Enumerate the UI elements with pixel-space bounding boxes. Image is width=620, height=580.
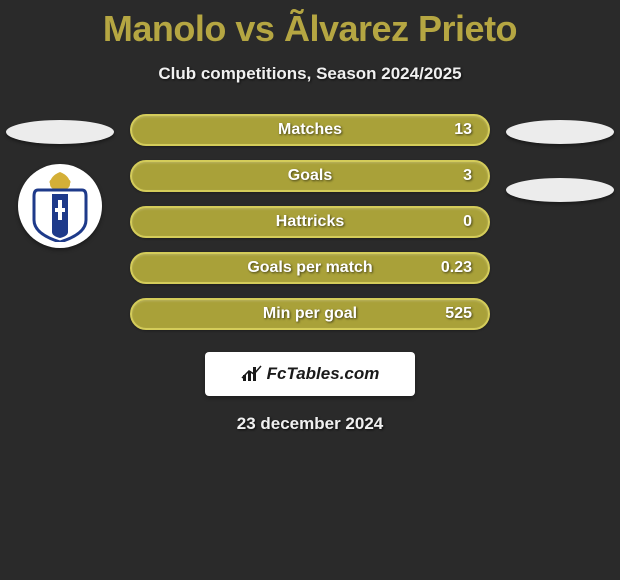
comparison-subtitle: Club competitions, Season 2024/2025	[0, 64, 620, 84]
left-player-placeholder	[6, 120, 114, 144]
comparison-title: Manolo vs Ãlvarez Prieto	[0, 0, 620, 50]
right-player-column	[500, 114, 620, 202]
right-player-placeholder-2	[506, 178, 614, 202]
left-team-crest	[18, 164, 102, 248]
stat-value: 0.23	[441, 259, 472, 277]
stat-row-matches: Matches 13	[130, 114, 490, 146]
left-player-column	[0, 114, 120, 248]
bar-chart-icon	[241, 365, 263, 383]
stat-label: Goals per match	[247, 259, 372, 277]
stat-value: 0	[463, 213, 472, 231]
stat-row-goals-per-match: Goals per match 0.23	[130, 252, 490, 284]
stat-label: Hattricks	[276, 213, 344, 231]
stat-value: 3	[463, 167, 472, 185]
right-player-placeholder-1	[506, 120, 614, 144]
stat-value: 525	[445, 305, 472, 323]
stat-label: Goals	[288, 167, 332, 185]
stat-row-min-per-goal: Min per goal 525	[130, 298, 490, 330]
source-logo-text: FcTables.com	[267, 364, 380, 384]
stat-row-goals: Goals 3	[130, 160, 490, 192]
stat-label: Matches	[278, 121, 342, 139]
source-logo[interactable]: FcTables.com	[205, 352, 415, 396]
snapshot-date: 23 december 2024	[0, 414, 620, 434]
stat-label: Min per goal	[263, 305, 357, 323]
crest-icon	[28, 170, 92, 242]
stat-value: 13	[454, 121, 472, 139]
stat-row-hattricks: Hattricks 0	[130, 206, 490, 238]
stats-column: Matches 13 Goals 3 Hattricks 0 Goals per…	[120, 114, 500, 330]
comparison-body: Matches 13 Goals 3 Hattricks 0 Goals per…	[0, 114, 620, 330]
